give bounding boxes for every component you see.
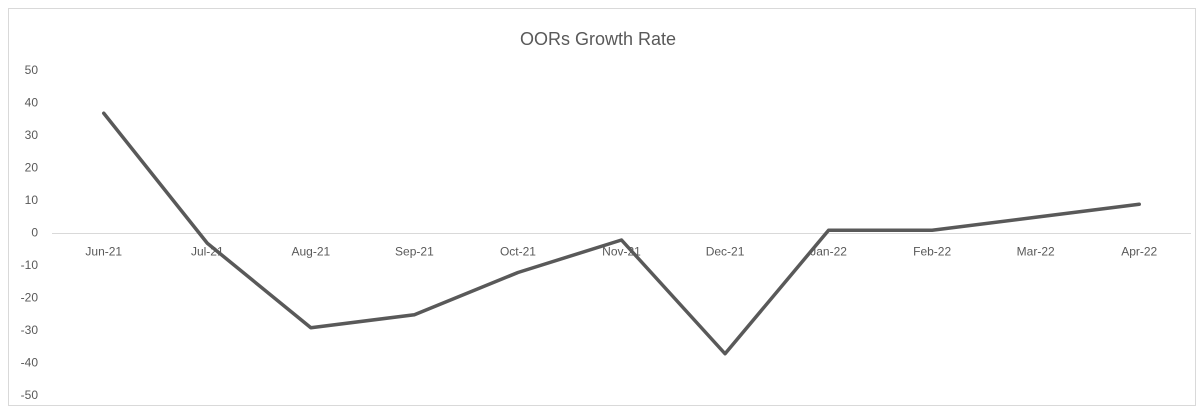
x-tick-label: Feb-22 (913, 245, 951, 259)
y-tick-label: 10 (25, 193, 39, 207)
chart-title: OORs Growth Rate (520, 29, 676, 49)
y-tick-label: 20 (25, 161, 39, 175)
y-tick-label: -30 (21, 323, 39, 337)
y-tick-label: 50 (25, 63, 39, 77)
y-tick-label: 40 (25, 96, 39, 110)
y-tick-label: -50 (21, 388, 39, 402)
x-tick-label: Nov-21 (602, 245, 641, 259)
x-tick-label: Mar-22 (1017, 245, 1055, 259)
x-tick-label: Aug-21 (292, 245, 331, 259)
x-tick-label: Jan-22 (810, 245, 847, 259)
y-tick-label: -40 (21, 356, 39, 370)
y-tick-label: -10 (21, 258, 39, 272)
y-tick-label: -20 (21, 291, 39, 305)
x-tick-label: Jun-21 (85, 245, 122, 259)
x-tick-label: Dec-21 (706, 245, 745, 259)
y-tick-label: 0 (31, 226, 38, 240)
y-tick-label: 30 (25, 128, 39, 142)
chart-frame (8, 8, 1196, 406)
x-tick-label: Apr-22 (1121, 245, 1157, 259)
x-tick-label: Oct-21 (500, 245, 536, 259)
x-tick-label: Sep-21 (395, 245, 434, 259)
line-series (102, 111, 1141, 356)
